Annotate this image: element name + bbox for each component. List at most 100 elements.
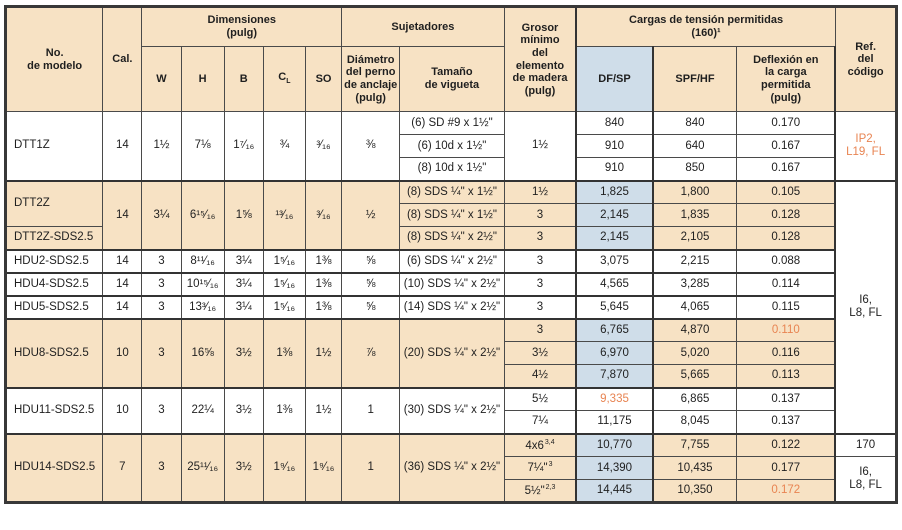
table-row: (8) 10d x 1½" 910 850 0.167: [6, 157, 897, 181]
cell-cl: 1⁹⁄₁₆: [262, 432, 306, 503]
col-header-ref: Ref. del código: [834, 6, 898, 112]
cell-spfhf: 3,285: [652, 271, 738, 296]
cell-spfhf: 4,065: [652, 294, 738, 319]
cell-h: 16⅝: [180, 317, 225, 388]
cell-grosor: 3: [503, 317, 577, 342]
col-header-cal: Cal.: [102, 6, 143, 112]
cell-joist-size: (8) SDS ¼" x 2½": [399, 226, 505, 250]
cell-dfsp: 840: [575, 111, 654, 135]
cell-cal: 14: [102, 248, 143, 273]
cell-spfhf: 8,045: [652, 410, 738, 434]
col-header-b: B: [223, 46, 264, 112]
cell-joist-size: (30) SDS ¼" x 2½": [399, 386, 505, 434]
table-row: HDU11-SDS2.5 10 3 22¼ 3½ 1⅜ 1½ 1 (30) SD…: [4, 386, 897, 434]
cell-joist-size: (20) SDS ¼" x 2½": [399, 317, 505, 388]
cell-spfhf: 6,865: [652, 386, 738, 411]
table-row: HDU2-SDS2.5 14 3 8¹¹⁄₁₆ 3¼ 1⁵⁄₁₆ 1⅜ ⅝ (6…: [4, 248, 897, 273]
cell-h: 13³⁄₁₆: [180, 294, 225, 319]
cell-deflexion: 0.105: [736, 179, 837, 204]
cell-w: 3: [141, 432, 182, 503]
cell-spfhf: 850: [652, 157, 738, 181]
cell-joist-size: (8) 10d x 1½": [399, 157, 505, 181]
cell-deflexion: 0.122: [736, 432, 837, 457]
cell-anchor-diameter: ⅝: [341, 294, 401, 319]
cell-deflexion: 0.128: [736, 203, 837, 227]
cell-joist-size: (6) 10d x 1½": [399, 134, 505, 158]
cell-anchor-diameter: ⅝: [341, 271, 401, 296]
holdown-spec-table-page: No. de modelo Cal. Dimensiones (pulg) Su…: [4, 5, 898, 504]
cell-h: 22¼: [180, 386, 225, 434]
cell-dfsp: 14,390: [575, 456, 654, 480]
cell-b: 1⁷⁄₁₆: [223, 111, 264, 181]
cell-deflexion: 0.113: [736, 364, 837, 388]
cell-spfhf: 10,350: [652, 479, 738, 503]
cell-w: 3: [141, 386, 182, 434]
table-row: 5½"2,3 14,445 10,350 0.172: [6, 479, 897, 503]
cell-cl: 1⁵⁄₁₆: [262, 294, 306, 319]
cell-b: 3½: [223, 432, 264, 503]
col-header-joist-size: Tamaño de vigueta: [399, 46, 505, 112]
cell-dfsp: 6,970: [575, 341, 654, 365]
cell-grosor: 3: [503, 294, 577, 319]
cell-deflexion: 0.137: [736, 386, 837, 411]
cell-model: HDU4-SDS2.5: [4, 271, 104, 296]
cell-joist-size: (14) SDS ¼" x 2½": [399, 294, 505, 319]
cell-spfhf: 840: [652, 111, 738, 135]
cell-deflexion: 0.167: [736, 157, 837, 181]
cell-deflexion: 0.172: [736, 479, 837, 503]
cell-deflexion: 0.114: [736, 271, 837, 296]
cell-cal: 10: [102, 317, 143, 388]
cell-spfhf: 10,435: [652, 456, 738, 480]
cell-dfsp: 14,445: [575, 479, 654, 503]
table-row: 7¼"3 14,390 10,435 0.177 I6, L8, FL: [6, 456, 898, 503]
cell-deflexion: 0.167: [736, 134, 837, 158]
cell-w: 3¼: [141, 179, 182, 250]
table-row: DTT2Z 14 3¼ 6¹⁵⁄₁₆ 1⅝ ¹³⁄₁₆ ³⁄₁₆ ½ (8) S…: [4, 179, 898, 434]
cell-spfhf: 5,665: [652, 364, 738, 388]
cell-model: HDU8-SDS2.5: [4, 317, 104, 388]
cell-joist-size: (6) SD #9 x 1½": [399, 111, 505, 135]
table-row: DTT1Z 14 1½ 7⅛ 1⁷⁄₁₆ ¾ ³⁄₁₆ ⅜ (6) SD #9 …: [4, 111, 898, 181]
cell-model: HDU2-SDS2.5: [4, 248, 104, 273]
cell-h: 7⅛: [180, 111, 225, 181]
cell-code-ref: IP2, L19, FL: [834, 111, 898, 181]
cell-model: DTT2Z-SDS2.5: [4, 226, 104, 250]
table-body: DTT1Z 14 1½ 7⅛ 1⁷⁄₁₆ ¾ ³⁄₁₆ ⅜ (6) SD #9 …: [4, 111, 898, 503]
cell-so: ³⁄₁₆: [304, 111, 343, 181]
cell-joist-size: (10) SDS ¼" x 2½": [399, 271, 505, 296]
cell-grosor: 7¼"3: [503, 456, 577, 480]
cell-grosor: 3½: [503, 341, 577, 365]
cell-cl: 1⅜: [262, 317, 306, 388]
cell-anchor-diameter: 1: [341, 432, 401, 503]
cell-grosor: 3: [503, 271, 577, 296]
cell-grosor: 3: [503, 226, 577, 250]
cell-h: 8¹¹⁄₁₆: [180, 248, 225, 273]
cell-dfsp: 11,175: [575, 410, 654, 434]
cell-grosor: 5½: [503, 386, 577, 411]
col-header-cl: CL: [262, 46, 306, 112]
cell-b: 3½: [223, 317, 264, 388]
cell-grosor: 1½: [503, 179, 577, 204]
cell-model: DTT2Z: [4, 179, 104, 227]
cell-model: HDU14-SDS2.5: [4, 432, 104, 503]
cell-grosor: 1½: [503, 111, 577, 181]
table-row: (8) SDS ¼" x 1½" 3 2,145 1,835 0.128: [6, 203, 897, 227]
cell-cl: ¹³⁄₁₆: [262, 179, 306, 250]
cell-deflexion: 0.110: [736, 317, 837, 342]
table-row: 3½ 6,970 5,020 0.116: [6, 341, 897, 365]
cell-model: HDU11-SDS2.5: [4, 386, 104, 434]
cell-cl: 1⁵⁄₁₆: [262, 271, 306, 296]
cell-dfsp: 2,145: [575, 203, 654, 227]
cell-anchor-diameter: 1: [341, 386, 401, 434]
col-header-spfhf: SPF/HF: [652, 46, 738, 112]
cell-joist-size: (36) SDS ¼" x 2½": [399, 432, 505, 503]
cell-w: 1½: [141, 111, 182, 181]
col-header-dfsp: DF/SP: [575, 46, 654, 112]
table-row: HDU5-SDS2.5 14 3 13³⁄₁₆ 3¼ 1⁵⁄₁₆ 1⅜ ⅝ (1…: [4, 294, 897, 319]
cell-grosor: 7¼: [503, 410, 577, 434]
cell-cal: 7: [102, 432, 143, 503]
cell-deflexion: 0.116: [736, 341, 837, 365]
cell-so: 1⅜: [304, 294, 343, 319]
cell-dfsp: 4,565: [575, 271, 654, 296]
cell-dfsp: 910: [575, 157, 654, 181]
